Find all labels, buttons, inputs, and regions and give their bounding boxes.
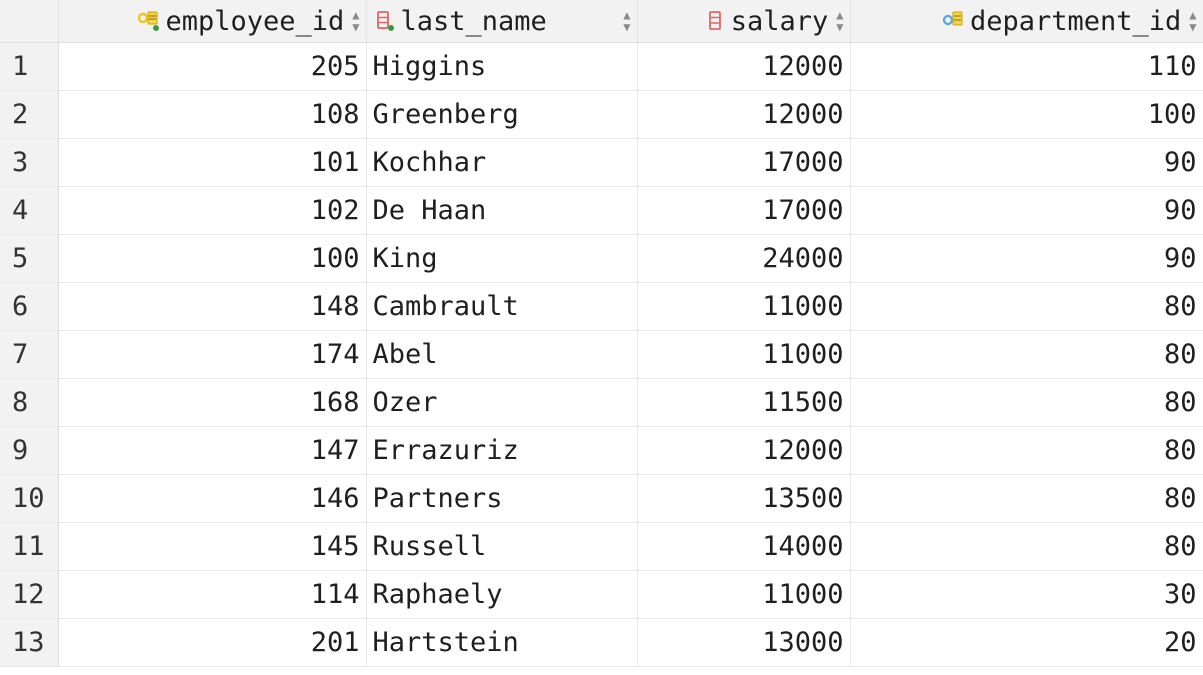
- salary-cell[interactable]: 11500: [637, 378, 851, 427]
- table-row[interactable]: 11 145 Russell 14000 80: [0, 522, 1203, 571]
- column-header-label: salary: [730, 5, 829, 37]
- department-id-cell[interactable]: 100: [850, 90, 1203, 139]
- table-row[interactable]: 3 101 Kochhar 17000 90: [0, 138, 1203, 187]
- row-number-cell[interactable]: 10: [0, 474, 59, 523]
- employee-id-cell[interactable]: 146: [58, 474, 367, 523]
- table-row[interactable]: 4 102 De Haan 17000 90: [0, 186, 1203, 235]
- employee-id-cell[interactable]: 114: [58, 570, 367, 619]
- department-id-cell[interactable]: 110: [850, 42, 1203, 91]
- primary-key-column-icon: [138, 11, 160, 31]
- last-name-cell[interactable]: Greenberg: [366, 90, 638, 139]
- salary-cell[interactable]: 11000: [637, 282, 851, 331]
- last-name-cell[interactable]: Ozer: [366, 378, 638, 427]
- row-number-cell[interactable]: 1: [0, 42, 59, 91]
- last-name-cell[interactable]: King: [366, 234, 638, 283]
- department-id-cell[interactable]: 90: [850, 234, 1203, 283]
- last-name-cell[interactable]: Cambrault: [366, 282, 638, 331]
- table-body: 1 205 Higgins 12000 110 2 108 Greenberg 12000 100…: [0, 42, 1203, 667]
- salary-cell[interactable]: 17000: [637, 138, 851, 187]
- department-id-cell[interactable]: 80: [850, 378, 1203, 427]
- table-row[interactable]: 6 148 Cambrault 11000 80: [0, 282, 1203, 331]
- employee-id-cell[interactable]: 108: [58, 90, 367, 139]
- employee-id-cell[interactable]: 168: [58, 378, 367, 427]
- row-number-cell[interactable]: 5: [0, 234, 59, 283]
- salary-cell[interactable]: 13000: [637, 618, 851, 667]
- row-number-cell[interactable]: 4: [0, 186, 59, 235]
- last-name-cell[interactable]: Higgins: [366, 42, 638, 91]
- row-number-cell[interactable]: 6: [0, 282, 59, 331]
- table-row[interactable]: 13 201 Hartstein 13000 20: [0, 618, 1203, 667]
- department-id-cell[interactable]: 20: [850, 618, 1203, 667]
- column-header-last-name[interactable]: last_name ▲ ▼: [366, 0, 638, 43]
- salary-cell[interactable]: 14000: [637, 522, 851, 571]
- salary-cell[interactable]: 24000: [637, 234, 851, 283]
- sort-arrows-icon[interactable]: ▲ ▼: [836, 8, 844, 34]
- column-header-department-id[interactable]: department_id ▲ ▼: [850, 0, 1203, 43]
- employee-id-cell[interactable]: 147: [58, 426, 367, 475]
- salary-cell[interactable]: 11000: [637, 570, 851, 619]
- department-id-cell[interactable]: 80: [850, 282, 1203, 331]
- department-id-cell[interactable]: 90: [850, 186, 1203, 235]
- row-number-cell[interactable]: 8: [0, 378, 59, 427]
- column-header-label: employee_id: [165, 5, 345, 37]
- table-row[interactable]: 8 168 Ozer 11500 80: [0, 378, 1203, 427]
- table-row[interactable]: 7 174 Abel 11000 80: [0, 330, 1203, 379]
- column-icon: [708, 11, 721, 30]
- row-number-cell[interactable]: 13: [0, 618, 59, 667]
- employee-id-cell[interactable]: 148: [58, 282, 367, 331]
- row-number-cell[interactable]: 12: [0, 570, 59, 619]
- last-name-cell[interactable]: Abel: [366, 330, 638, 379]
- employee-id-cell[interactable]: 174: [58, 330, 367, 379]
- employee-id-cell[interactable]: 205: [58, 42, 367, 91]
- row-number-cell[interactable]: 9: [0, 426, 59, 475]
- not-null-column-icon: [376, 11, 394, 31]
- row-number-header[interactable]: [0, 0, 59, 43]
- header-row: employee_id ▲ ▼ last_na: [0, 0, 1203, 43]
- table-row[interactable]: 12 114 Raphaely 11000 30: [0, 570, 1203, 619]
- row-number-cell[interactable]: 3: [0, 138, 59, 187]
- department-id-cell[interactable]: 90: [850, 138, 1203, 187]
- employee-id-cell[interactable]: 101: [58, 138, 367, 187]
- department-id-cell[interactable]: 80: [850, 522, 1203, 571]
- employee-id-cell[interactable]: 201: [58, 618, 367, 667]
- last-name-cell[interactable]: De Haan: [366, 186, 638, 235]
- employee-id-cell[interactable]: 145: [58, 522, 367, 571]
- salary-cell[interactable]: 17000: [637, 186, 851, 235]
- sort-arrows-icon[interactable]: ▲ ▼: [623, 8, 631, 34]
- column-header-employee-id[interactable]: employee_id ▲ ▼: [58, 0, 367, 43]
- employee-id-cell[interactable]: 102: [58, 186, 367, 235]
- last-name-cell[interactable]: Raphaely: [366, 570, 638, 619]
- salary-cell[interactable]: 11000: [637, 330, 851, 379]
- table-row[interactable]: 2 108 Greenberg 12000 100: [0, 90, 1203, 139]
- column-header-label: last_name: [400, 5, 547, 37]
- salary-cell[interactable]: 12000: [637, 42, 851, 91]
- last-name-cell[interactable]: Partners: [366, 474, 638, 523]
- department-id-cell[interactable]: 80: [850, 474, 1203, 523]
- row-number-cell[interactable]: 2: [0, 90, 59, 139]
- table-row[interactable]: 9 147 Errazuriz 12000 80: [0, 426, 1203, 475]
- last-name-cell[interactable]: Hartstein: [366, 618, 638, 667]
- table-row[interactable]: 1 205 Higgins 12000 110: [0, 42, 1203, 91]
- column-header-salary[interactable]: salary ▲ ▼: [637, 0, 851, 43]
- department-id-cell[interactable]: 80: [850, 426, 1203, 475]
- department-id-cell[interactable]: 30: [850, 570, 1203, 619]
- table-row[interactable]: 10 146 Partners 13500 80: [0, 474, 1203, 523]
- table-row[interactable]: 5 100 King 24000 90: [0, 234, 1203, 283]
- column-header-label: department_id: [969, 5, 1182, 37]
- last-name-cell[interactable]: Kochhar: [366, 138, 638, 187]
- salary-cell[interactable]: 13500: [637, 474, 851, 523]
- salary-cell[interactable]: 12000: [637, 90, 851, 139]
- salary-cell[interactable]: 12000: [637, 426, 851, 475]
- sort-arrows-icon[interactable]: ▲ ▼: [352, 8, 360, 34]
- foreign-key-column-icon: [942, 11, 963, 26]
- last-name-cell[interactable]: Errazuriz: [366, 426, 638, 475]
- row-number-cell[interactable]: 7: [0, 330, 59, 379]
- employee-id-cell[interactable]: 100: [58, 234, 367, 283]
- last-name-cell[interactable]: Russell: [366, 522, 638, 571]
- row-number-cell[interactable]: 11: [0, 522, 59, 571]
- department-id-cell[interactable]: 80: [850, 330, 1203, 379]
- sort-arrows-icon[interactable]: ▲ ▼: [1189, 8, 1197, 34]
